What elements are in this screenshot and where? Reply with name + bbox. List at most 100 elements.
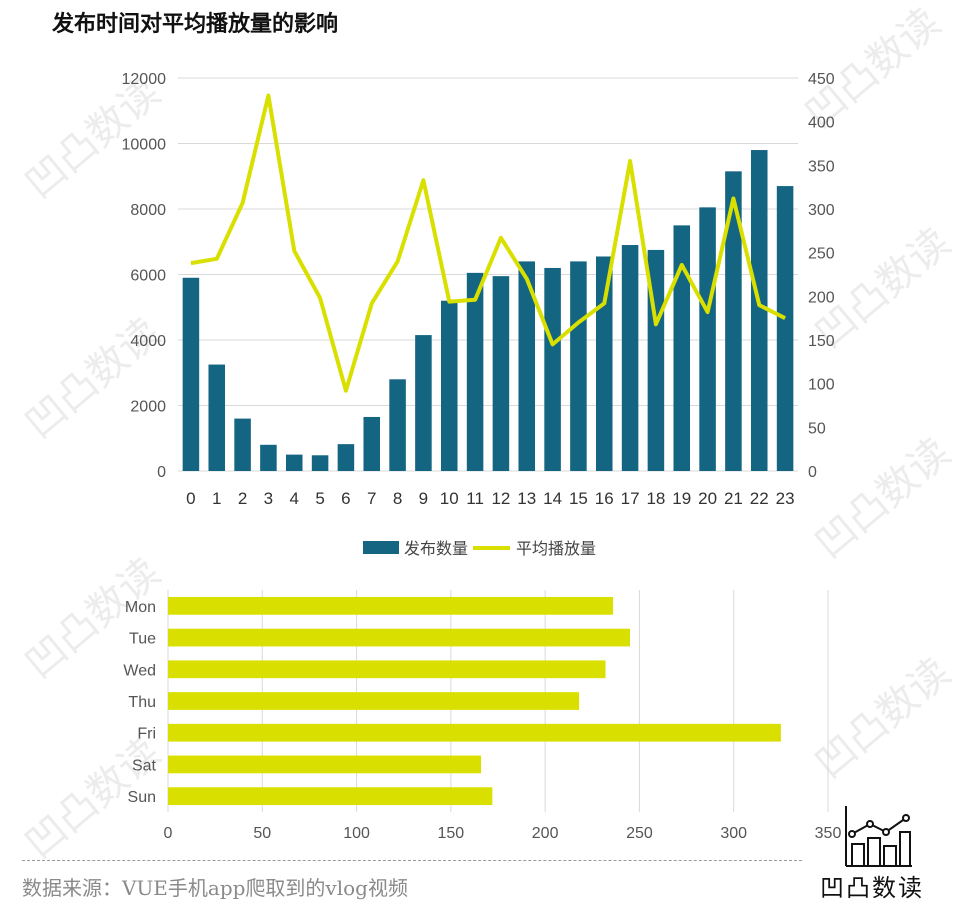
legend-swatch-bar bbox=[363, 541, 399, 554]
left-axis-tick-label: 8000 bbox=[130, 202, 166, 219]
hour-tick-label: 14 bbox=[543, 489, 562, 508]
bottom-x-tick-label: 200 bbox=[532, 825, 559, 842]
bottom-x-tick-label: 350 bbox=[815, 825, 842, 842]
hour-tick-label: 9 bbox=[419, 489, 428, 508]
hour-tick-label: 8 bbox=[393, 489, 402, 508]
hour-tick-label: 0 bbox=[186, 489, 195, 508]
left-axis-tick-label: 4000 bbox=[130, 333, 166, 350]
bottom-x-tick-label: 50 bbox=[253, 825, 271, 842]
right-axis-tick-label: 150 bbox=[808, 333, 835, 350]
posts-bar bbox=[621, 245, 639, 471]
bottom-x-tick-label: 100 bbox=[343, 825, 370, 842]
legend-label-line: 平均播放量 bbox=[516, 539, 596, 558]
posts-bar bbox=[234, 418, 251, 471]
footer-divider bbox=[22, 860, 802, 861]
bottom-chart-category-labels: Mon Tue Wed Thu Fri Sat Sun bbox=[123, 599, 156, 806]
weekday-bar bbox=[168, 755, 482, 774]
posts-bar bbox=[285, 454, 303, 471]
weekday-label: Sun bbox=[128, 789, 156, 806]
weekday-bar bbox=[168, 660, 606, 679]
posts-bar bbox=[518, 261, 536, 471]
right-axis-tick-label: 50 bbox=[808, 420, 826, 437]
top-chart-line-series bbox=[190, 93, 787, 393]
hour-tick-label: 18 bbox=[646, 489, 665, 508]
hour-tick-label: 13 bbox=[517, 489, 536, 508]
hour-tick-label: 20 bbox=[698, 489, 717, 508]
top-chart-bar-series bbox=[182, 150, 794, 472]
hour-tick-label: 23 bbox=[776, 489, 795, 508]
weekday-label: Thu bbox=[128, 694, 156, 711]
top-chart-right-axis-ticks: 0 50 100 150 200 250 300 350 400 450 bbox=[808, 71, 835, 481]
brand-logo-icon bbox=[845, 806, 912, 867]
weekday-bar bbox=[168, 692, 580, 710]
weekday-bar bbox=[168, 596, 614, 615]
posts-bar bbox=[182, 277, 200, 471]
hour-tick-label: 4 bbox=[290, 489, 299, 508]
hour-tick-label: 2 bbox=[238, 489, 247, 508]
right-axis-tick-label: 300 bbox=[808, 202, 835, 219]
left-axis-tick-label: 2000 bbox=[130, 399, 166, 416]
bottom-x-tick-label: 250 bbox=[626, 825, 653, 842]
posts-bar bbox=[492, 276, 510, 471]
posts-bar bbox=[673, 225, 691, 471]
weekday-bar bbox=[168, 628, 630, 647]
posts-bar bbox=[260, 444, 277, 471]
left-axis-tick-label: 6000 bbox=[130, 268, 166, 285]
posts-bar bbox=[750, 150, 768, 472]
posts-bar bbox=[776, 186, 794, 471]
chart-legend: 发布数量 平均播放量 bbox=[363, 539, 596, 558]
right-axis-tick-label: 250 bbox=[808, 246, 835, 263]
posts-bar bbox=[337, 444, 355, 471]
right-axis-tick-label: 100 bbox=[808, 377, 835, 394]
left-axis-tick-label: 0 bbox=[157, 464, 166, 481]
posts-bar bbox=[311, 455, 329, 471]
hour-tick-label: 6 bbox=[341, 489, 350, 508]
top-chart-x-axis-ticks: 0 1 2 3 4 5 6 7 8 9 10 11 12 13 14 15 16 17 18 19 20 21 22 23 bbox=[186, 489, 794, 508]
hour-tick-label: 16 bbox=[595, 489, 614, 508]
weekday-bar bbox=[168, 787, 493, 806]
hour-tick-label: 12 bbox=[491, 489, 510, 508]
chart-title: 发布时间对平均播放量的影响 bbox=[52, 12, 339, 37]
hour-tick-label: 15 bbox=[569, 489, 588, 508]
top-chart-left-axis-ticks: 0 2000 4000 6000 8000 10000 12000 bbox=[122, 71, 167, 481]
right-axis-tick-label: 200 bbox=[808, 289, 835, 306]
bottom-chart-bar-series bbox=[168, 596, 781, 806]
bottom-x-tick-label: 300 bbox=[720, 825, 747, 842]
hour-tick-label: 1 bbox=[212, 489, 221, 508]
posts-bar bbox=[699, 207, 716, 472]
posts-bar bbox=[440, 300, 458, 471]
posts-bar bbox=[208, 364, 226, 471]
watermark-text: 凹凸数读 bbox=[807, 650, 959, 788]
hour-tick-label: 22 bbox=[750, 489, 769, 508]
hour-tick-label: 11 bbox=[466, 489, 484, 508]
posts-bar bbox=[595, 256, 613, 471]
weekday-label: Fri bbox=[137, 726, 156, 743]
weekday-label: Mon bbox=[125, 599, 156, 616]
right-axis-tick-label: 0 bbox=[808, 464, 817, 481]
right-axis-tick-label: 350 bbox=[808, 158, 835, 175]
hour-tick-label: 5 bbox=[315, 489, 324, 508]
hour-tick-label: 21 bbox=[724, 489, 743, 508]
left-axis-tick-label: 12000 bbox=[122, 71, 167, 88]
posts-bar bbox=[389, 379, 406, 471]
weekday-label: Wed bbox=[123, 662, 156, 679]
hour-tick-label: 10 bbox=[440, 489, 459, 508]
top-chart-gridlines bbox=[178, 77, 798, 472]
legend-label-bar: 发布数量 bbox=[404, 539, 468, 558]
right-axis-tick-label: 400 bbox=[808, 115, 835, 132]
posts-bar bbox=[415, 335, 432, 471]
bottom-x-tick-label: 150 bbox=[438, 825, 465, 842]
posts-bar bbox=[363, 416, 381, 471]
bottom-chart-x-axis-ticks: 0 50 100 150 200 250 300 350 bbox=[164, 825, 842, 842]
left-axis-tick-label: 10000 bbox=[122, 137, 167, 154]
posts-bar bbox=[725, 171, 742, 471]
weekday-label: Sat bbox=[132, 757, 157, 774]
weekday-label: Tue bbox=[129, 631, 156, 648]
brand-name: 凹凸数读 bbox=[820, 874, 924, 902]
source-note: 数据来源：VUE手机app爬取到的vlog视频 bbox=[22, 876, 408, 900]
watermark-text: 凹凸数读 bbox=[17, 310, 169, 448]
posts-bar bbox=[466, 272, 484, 471]
hour-tick-label: 3 bbox=[264, 489, 273, 508]
weekday-bar bbox=[168, 723, 781, 742]
